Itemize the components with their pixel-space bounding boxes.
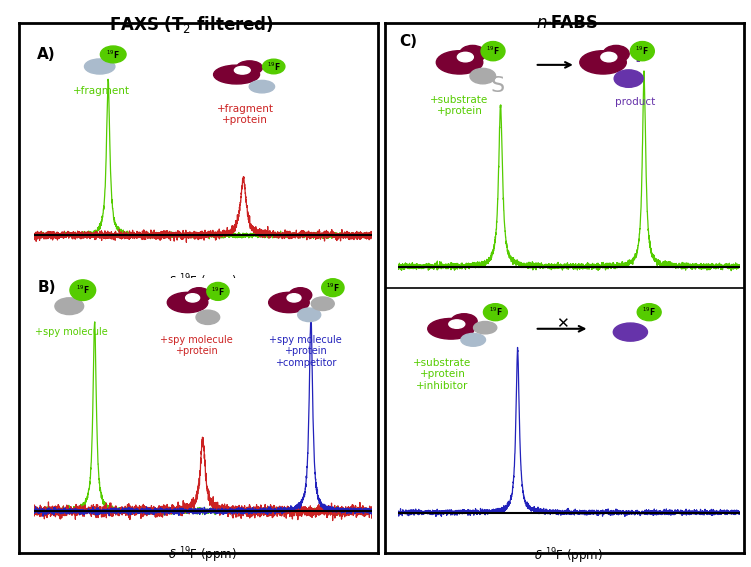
Text: $^{19}$F: $^{19}$F	[326, 281, 339, 294]
Text: $\delta$ $^{19}$F (ppm): $\delta$ $^{19}$F (ppm)	[168, 545, 237, 565]
Ellipse shape	[263, 59, 285, 74]
Ellipse shape	[484, 304, 508, 321]
Text: $^{19}$F: $^{19}$F	[642, 306, 656, 319]
Text: $^{19}$F: $^{19}$F	[211, 285, 225, 298]
Text: +fragment
+protein: +fragment +protein	[216, 104, 273, 125]
Ellipse shape	[234, 66, 250, 74]
Ellipse shape	[457, 52, 473, 62]
Text: $\delta$ $^{19}$F (ppm): $\delta$ $^{19}$F (ppm)	[535, 547, 603, 566]
Text: $^{19}$F: $^{19}$F	[76, 284, 89, 297]
Text: +spy molecule: +spy molecule	[35, 327, 107, 337]
Text: $^{19}$F: $^{19}$F	[107, 48, 120, 61]
Ellipse shape	[213, 65, 260, 84]
Text: +substrate
+protein: +substrate +protein	[430, 95, 489, 116]
Ellipse shape	[84, 59, 115, 74]
Ellipse shape	[297, 308, 321, 321]
Ellipse shape	[428, 319, 474, 339]
Ellipse shape	[601, 52, 617, 62]
Ellipse shape	[237, 61, 262, 74]
Ellipse shape	[614, 70, 643, 87]
Text: B): B)	[38, 280, 56, 295]
Ellipse shape	[461, 333, 485, 346]
Ellipse shape	[470, 69, 496, 84]
Text: +substrate
+protein
+inhibitor: +substrate +protein +inhibitor	[413, 358, 472, 391]
Ellipse shape	[630, 41, 654, 61]
Text: C): C)	[400, 33, 418, 49]
Text: +spy molecule
+protein: +spy molecule +protein	[160, 335, 232, 356]
Ellipse shape	[311, 297, 334, 311]
Ellipse shape	[289, 287, 312, 303]
Ellipse shape	[167, 293, 208, 312]
Ellipse shape	[70, 280, 95, 301]
Text: S: S	[490, 76, 504, 96]
Ellipse shape	[101, 46, 126, 63]
Text: $\delta$ $^{19}$F (ppm): $\delta$ $^{19}$F (ppm)	[535, 308, 603, 328]
Text: FAXS (T$_2$ filtered): FAXS (T$_2$ filtered)	[109, 14, 274, 35]
Text: product: product	[615, 98, 656, 107]
Ellipse shape	[614, 323, 647, 341]
Text: $\delta$ $^{19}$F (ppm): $\delta$ $^{19}$F (ppm)	[168, 273, 237, 293]
Ellipse shape	[603, 45, 629, 62]
Ellipse shape	[436, 50, 483, 74]
Text: $^{19}$F: $^{19}$F	[635, 45, 649, 57]
Ellipse shape	[55, 298, 83, 315]
Text: -FABS: -FABS	[544, 14, 598, 32]
Ellipse shape	[580, 50, 626, 74]
Ellipse shape	[449, 320, 465, 328]
Ellipse shape	[638, 304, 661, 321]
Ellipse shape	[196, 310, 219, 324]
Ellipse shape	[481, 41, 505, 61]
Ellipse shape	[249, 81, 275, 93]
Ellipse shape	[460, 45, 486, 62]
Ellipse shape	[188, 287, 210, 303]
Text: +fragment: +fragment	[73, 86, 130, 96]
Ellipse shape	[207, 282, 229, 301]
Text: A): A)	[38, 48, 56, 62]
Text: ✕: ✕	[556, 316, 569, 331]
Text: P: P	[634, 48, 647, 66]
Ellipse shape	[474, 321, 496, 334]
Ellipse shape	[287, 294, 301, 302]
Ellipse shape	[451, 314, 477, 329]
Text: +spy molecule
+protein
+competitor: +spy molecule +protein +competitor	[270, 335, 342, 368]
Text: $^{19}$F: $^{19}$F	[489, 306, 502, 319]
Ellipse shape	[185, 294, 200, 302]
Text: $^{19}$F: $^{19}$F	[486, 45, 500, 57]
Ellipse shape	[321, 279, 344, 297]
Text: $^{19}$F: $^{19}$F	[267, 60, 281, 73]
Ellipse shape	[269, 293, 309, 312]
Text: $n$: $n$	[536, 14, 547, 32]
